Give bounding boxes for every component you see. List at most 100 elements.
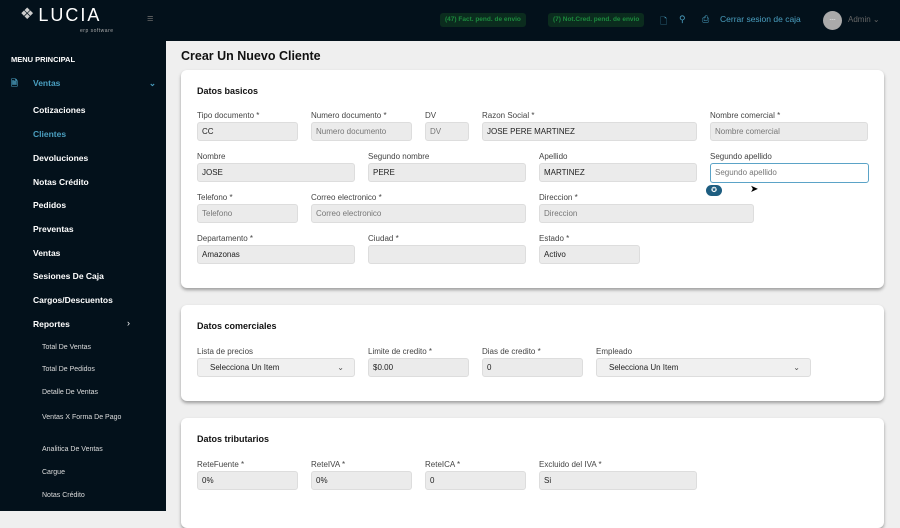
sidebar-item-pedidos[interactable]: Pedidos <box>33 200 67 210</box>
field-label: Empleado <box>596 347 633 356</box>
field-value: 0% <box>202 476 214 485</box>
select-lista-de-precios[interactable]: Selecciona Un Item ⌄ <box>197 358 355 377</box>
field-value: Numero documento <box>316 127 387 136</box>
input-tipo-documento[interactable]: CC <box>197 122 298 141</box>
hamburger-menu-icon[interactable]: ≡ <box>147 13 154 25</box>
field-value: Correo electronico <box>316 209 382 218</box>
top-header: ❖ LUCIA erp software ≡ (47) Fact. pend. … <box>0 0 900 41</box>
field-value: Segundo apellido <box>715 168 777 177</box>
input-dias-de-credito[interactable]: 0 <box>482 358 583 377</box>
input-departamento[interactable]: Amazonas <box>197 245 355 264</box>
field-value: DV <box>430 127 442 136</box>
input-razon-social[interactable]: JOSE PERE MARTINEZ <box>482 122 697 141</box>
sidebar-item-preventas[interactable]: Preventas <box>33 224 74 234</box>
document-icon[interactable]: 🗋 <box>660 16 668 26</box>
input-excluido-del-iva[interactable]: Si <box>539 471 697 490</box>
sidebar-item-devoluciones[interactable]: Devoluciones <box>33 153 89 163</box>
input-direccion[interactable]: Direccion <box>539 204 754 223</box>
input-dv[interactable]: DV <box>425 122 469 141</box>
chevron-down-icon: ⌄ <box>337 363 344 372</box>
field-label: Departamento * <box>197 234 254 243</box>
menu-title: MENU PRINCIPAL <box>11 55 76 64</box>
section-title: Datos basicos <box>197 86 259 96</box>
basic-data-card: Datos basicos Tipo documento * CC Numero do… <box>181 70 884 288</box>
field-value: MARTINEZ <box>544 168 585 177</box>
select-empleado[interactable]: Selecciona Un Item ⌄ <box>596 358 811 377</box>
input-nombre-comercial[interactable]: Nombre comercial <box>710 122 868 141</box>
section-title: Datos tributarios <box>197 434 270 444</box>
input-segundo-apellido[interactable]: Segundo apellido <box>710 163 869 183</box>
input-correo-electronico[interactable]: Correo electronico <box>311 204 526 223</box>
sidebar-item-ventas[interactable]: Ventas <box>33 248 61 258</box>
logo-subtitle: erp software <box>80 28 114 34</box>
input-apellido[interactable]: MARTINEZ <box>539 163 697 182</box>
field-label: Numero documento * <box>311 111 387 120</box>
input-ciudad[interactable] <box>368 245 526 264</box>
field-label: ReteICA * <box>425 460 461 469</box>
logo[interactable]: ❖ LUCIA <box>20 5 102 25</box>
user-menu[interactable]: Admin ⌄ <box>848 15 880 24</box>
document-icon: 🗎 <box>11 78 18 88</box>
input-telefono[interactable]: Telefono <box>197 204 298 223</box>
report-total-pedidos[interactable]: Total De Pedidos <box>42 366 95 373</box>
field-label: Nombre <box>197 152 226 161</box>
input-limite-de-credito[interactable]: $0.00 <box>368 358 469 377</box>
field-value: JOSE PERE MARTINEZ <box>487 127 575 136</box>
field-value: PERE <box>373 168 395 177</box>
pending-invoices-badge[interactable]: (47) Fact. pend. de envio <box>440 13 526 27</box>
field-value: Telefono <box>202 209 233 218</box>
field-label: Dias de credito * <box>482 347 541 356</box>
input-reteiva[interactable]: 0% <box>311 471 412 490</box>
field-label: Apellido <box>539 152 568 161</box>
field-value: Selecciona Un Item <box>210 363 280 372</box>
input-segundo-nombre[interactable]: PERE <box>368 163 526 182</box>
field-label: DV <box>425 111 437 120</box>
sidebar-item-sesiones-caja[interactable]: Sesiones De Caja <box>33 271 104 281</box>
field-value: JOSE <box>202 168 223 177</box>
report-cargue[interactable]: Cargue <box>42 469 65 476</box>
password-manager-icon[interactable]: ✪ <box>706 185 722 196</box>
page-title: Crear Un Nuevo Cliente <box>181 49 321 63</box>
cursor-icon: ➤ <box>750 184 759 195</box>
input-reteica[interactable]: 0 <box>425 471 526 490</box>
input-estado[interactable]: Activo <box>539 245 640 264</box>
sidebar-item-notas-credito[interactable]: Notas Crédito <box>33 177 89 187</box>
field-value: 0 <box>430 476 435 485</box>
avatar[interactable]: --- <box>823 11 842 30</box>
sidebar-item-clientes[interactable]: Clientes <box>33 129 67 139</box>
input-numero-documento[interactable]: Numero documento <box>311 122 412 141</box>
pending-credit-notes-badge[interactable]: (7) Not.Cred. pend. de envio <box>548 13 645 27</box>
input-nombre[interactable]: JOSE <box>197 163 355 182</box>
chevron-right-icon: › <box>127 318 130 328</box>
close-cash-session-link[interactable]: Cerrar sesion de caja <box>720 14 801 24</box>
sidebar-item-cargos-descuentos[interactable]: Cargos/Descuentos <box>33 295 113 305</box>
field-label: Tipo documento * <box>197 111 260 120</box>
report-ventas-forma-pago[interactable]: Ventas X Forma De Pago <box>42 414 122 421</box>
field-value: Amazonas <box>202 250 240 259</box>
sidebar-item-cotizaciones[interactable]: Cotizaciones <box>33 105 86 115</box>
report-total-ventas[interactable]: Total De Ventas <box>42 344 92 351</box>
field-value: Selecciona Un Item <box>609 363 679 372</box>
tax-data-card: Datos tributarios ReteFuente * 0% ReteIVA *… <box>181 418 884 528</box>
report-analitica-ventas[interactable]: Analitica De Ventas <box>42 446 103 453</box>
field-label: Lista de precios <box>197 347 254 356</box>
field-label: Estado * <box>539 234 570 243</box>
field-label: Segundo nombre <box>368 152 430 161</box>
cash-register-icon[interactable]: ⎙ <box>702 14 710 24</box>
report-detalle-ventas[interactable]: Detalle De Ventas <box>42 389 99 396</box>
sidebar-group-ventas[interactable]: 🗎 Ventas ⌄ <box>11 78 156 88</box>
sidebar-item-reportes[interactable]: Reportes <box>33 319 70 329</box>
search-icon[interactable]: ⚲ <box>679 14 686 24</box>
field-label: Direccion * <box>539 193 578 202</box>
field-label: ReteIVA * <box>311 460 346 469</box>
field-value: $0.00 <box>373 363 394 372</box>
field-value: Nombre comercial <box>715 127 780 136</box>
report-notas-credito[interactable]: Notas Crédito <box>42 492 85 499</box>
field-value: Si <box>544 476 552 485</box>
field-label: Razon Social * <box>482 111 535 120</box>
field-label: Ciudad * <box>368 234 399 243</box>
field-label: Limite de credito * <box>368 347 433 356</box>
input-retefuente[interactable]: 0% <box>197 471 298 490</box>
field-label: Correo electronico * <box>311 193 382 202</box>
field-value: CC <box>202 127 214 136</box>
